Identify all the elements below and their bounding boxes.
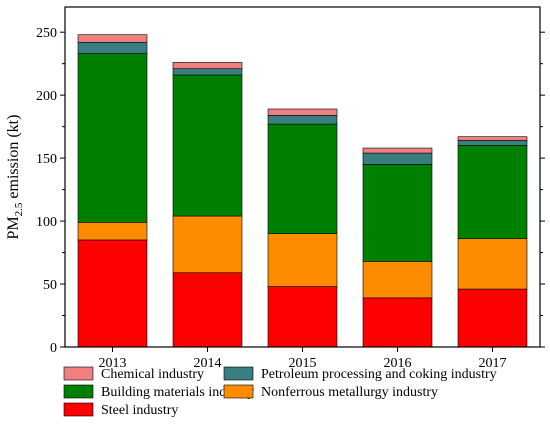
bar-segment-2-2015 — [267, 123, 338, 234]
bar-segment-1-2014 — [172, 215, 243, 274]
bar-segment-0-2014 — [172, 272, 243, 348]
bar-segment-1-2015 — [267, 233, 338, 287]
bar-segment-3-2016 — [362, 152, 433, 165]
bar-segment-1-2017 — [457, 238, 528, 290]
y-tick-label: 0 — [50, 341, 57, 356]
bar-segment-0-2017 — [457, 288, 528, 348]
legend-swatch — [63, 384, 94, 399]
bar-segment-2-2014 — [172, 74, 243, 217]
x-tick-label: 2016 — [384, 356, 412, 371]
bar-segment-2-2017 — [457, 145, 528, 240]
bar-segment-3-2015 — [267, 115, 338, 125]
legend-swatch — [63, 402, 94, 417]
legend-label: Building materials industry — [101, 385, 254, 400]
bar-segment-4-2016 — [362, 147, 433, 154]
legend-swatch — [223, 384, 254, 399]
bar-segment-3-2017 — [457, 140, 528, 146]
bar-segment-2-2013 — [77, 53, 148, 223]
legend-swatch — [223, 366, 254, 381]
bar-segment-4-2013 — [77, 34, 148, 43]
bar-segment-3-2014 — [172, 68, 243, 76]
x-tick-label: 2015 — [289, 356, 317, 371]
bar-segment-3-2013 — [77, 41, 148, 54]
bar-segment-1-2016 — [362, 261, 433, 299]
y-tick-label: 150 — [36, 152, 57, 167]
y-axis-title: PM2.5 emission (kt) — [5, 115, 25, 240]
y-tick-label: 50 — [43, 278, 57, 293]
y-tick-label: 100 — [36, 215, 57, 230]
bar-segment-4-2014 — [172, 62, 243, 70]
bars-layer — [77, 34, 528, 348]
legend-swatch — [63, 366, 94, 381]
y-axis-title-subscript: 2.5 — [13, 202, 25, 216]
y-tick-label: 250 — [36, 26, 57, 41]
legend-label: Chemical industry — [101, 367, 204, 382]
y-axis-title-main: PM — [5, 216, 22, 239]
bar-segment-2-2016 — [362, 164, 433, 262]
bar-segment-0-2016 — [362, 297, 433, 348]
bar-segment-4-2017 — [457, 136, 528, 141]
bar-segment-0-2013 — [77, 239, 148, 348]
bar-segment-4-2015 — [267, 108, 338, 116]
axis-layer: 0 50 100 150 200 250 2013 2014 2015 2016 2017 — [36, 26, 545, 371]
x-tick-label: 2017 — [479, 356, 507, 371]
bar-segment-0-2015 — [267, 286, 338, 348]
legend-label: Petroleum processing and coking industry — [261, 367, 497, 382]
legend-label: Steel industry — [101, 403, 178, 418]
bar-segment-1-2013 — [77, 222, 148, 241]
x-tick-label: 2013 — [99, 356, 127, 371]
legend-label: Nonferrous metallurgy industry — [261, 385, 438, 400]
y-axis-title-rest: emission (kt) — [5, 115, 22, 203]
legend: Chemical industry Petroleum processing an… — [63, 366, 497, 418]
x-tick-label: 2014 — [194, 356, 222, 371]
y-tick-label: 200 — [36, 89, 57, 104]
